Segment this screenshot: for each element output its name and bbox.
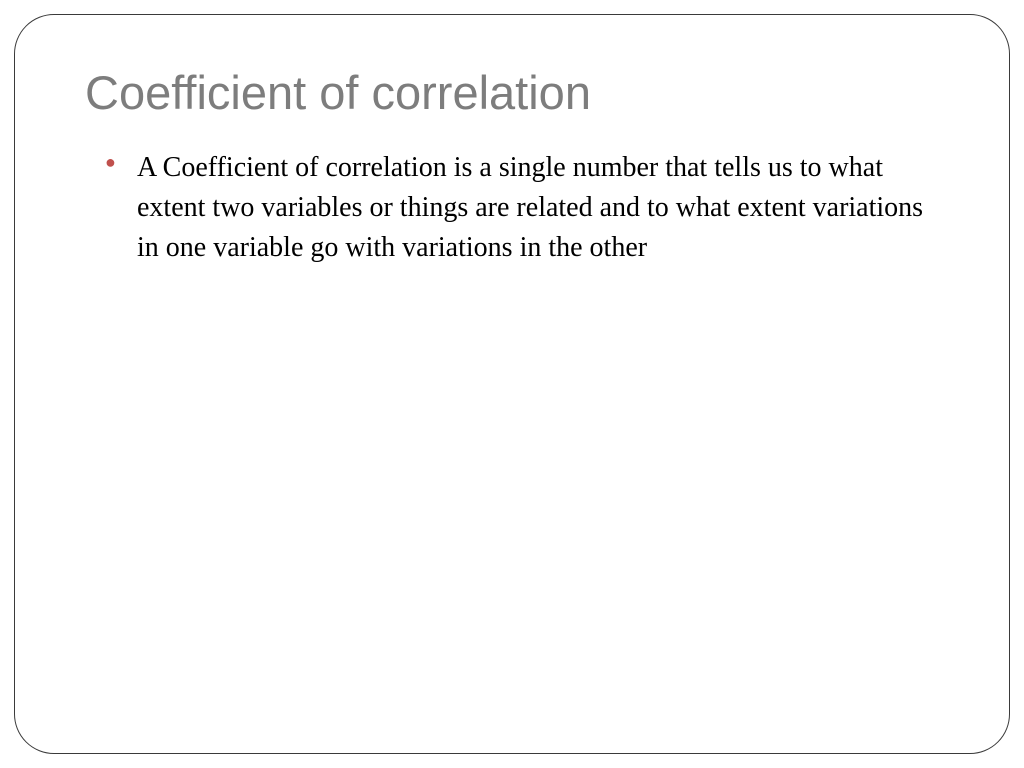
bullet-item: A Coefficient of correlation is a single… bbox=[105, 148, 949, 267]
slide-frame: Coefficient of correlation A Coefficient… bbox=[14, 14, 1010, 754]
bullet-list: A Coefficient of correlation is a single… bbox=[75, 148, 949, 267]
slide-title: Coefficient of correlation bbox=[85, 65, 949, 120]
